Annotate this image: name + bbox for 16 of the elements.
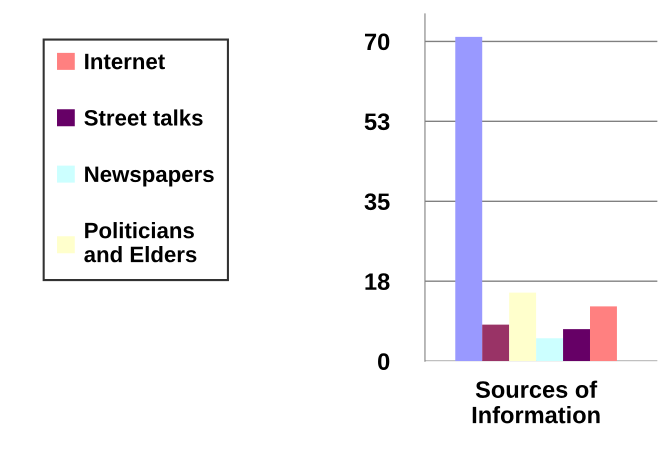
y-tick-label: 35	[364, 193, 390, 210]
bar	[482, 324, 510, 362]
bar	[590, 306, 617, 362]
legend-label: Internet	[85, 54, 165, 70]
y-tick-label: 18	[365, 273, 390, 290]
y-tick-label: 53	[364, 113, 390, 130]
x-tick-label: Sources of Information	[472, 380, 600, 424]
legend-label: Politicians and Elders	[84, 222, 196, 262]
bar	[509, 292, 536, 362]
bar	[563, 329, 590, 362]
legend-label: Street talks	[84, 109, 203, 126]
y-tick-label: 70	[364, 33, 390, 50]
y-tick-label: 0	[378, 353, 390, 370]
legend-label: Newspapers	[85, 166, 214, 186]
bar	[455, 36, 482, 362]
bar	[536, 338, 564, 362]
